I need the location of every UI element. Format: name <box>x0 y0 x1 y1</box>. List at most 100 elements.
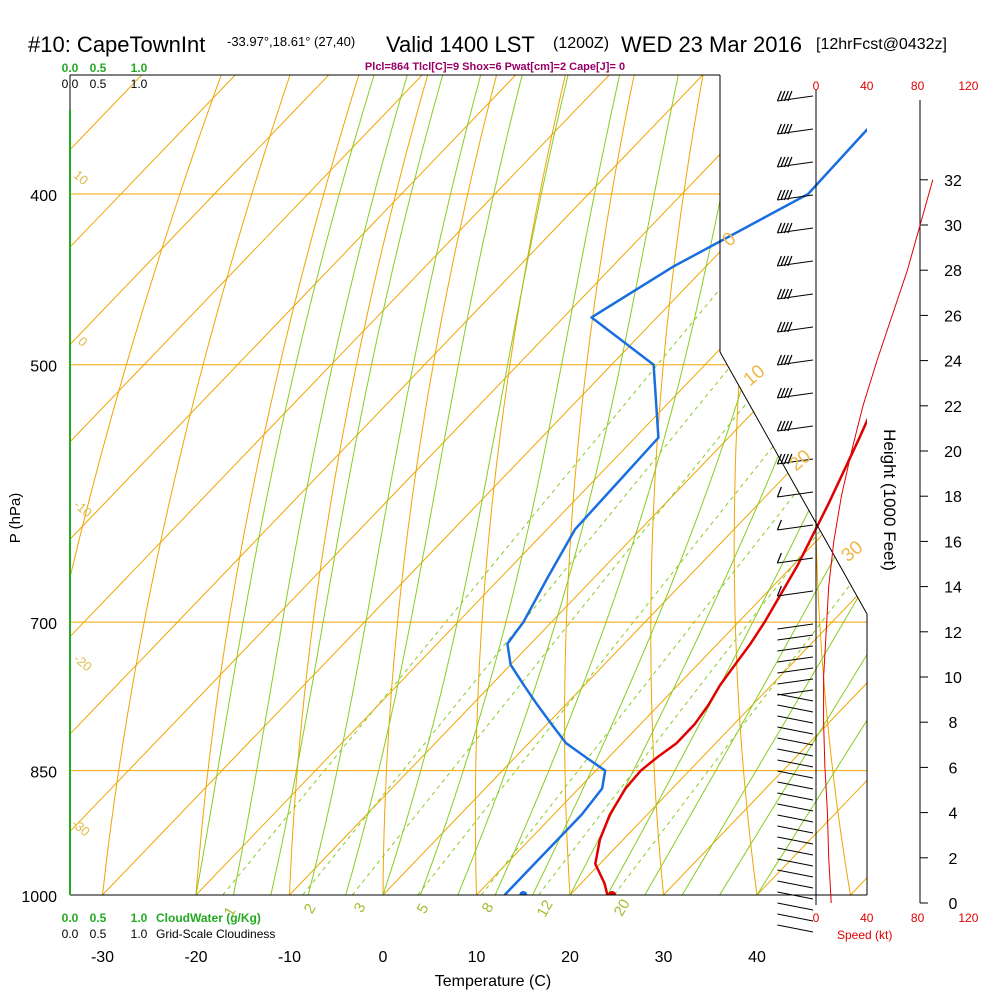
dry-adiabat-line <box>98 75 390 895</box>
moist-adiabat-line <box>756 75 867 895</box>
wind-barbs <box>776 90 814 933</box>
dry-adiabat-line <box>287 75 515 895</box>
wind-barb-feather <box>780 453 786 465</box>
surface-temperature-point <box>608 891 617 895</box>
wind-barb-feather <box>776 222 782 234</box>
thermo-grid <box>70 0 952 932</box>
height-tick-label: 16 <box>944 534 962 551</box>
wind-barb-feather <box>776 387 782 399</box>
wind-barb <box>777 715 814 724</box>
wind-barb <box>777 748 814 757</box>
cloudwater-tick-top: 1.0 <box>131 61 148 75</box>
temperature-tick-label: 20 <box>561 949 579 966</box>
mixing-ratio-label: 20 <box>611 896 634 919</box>
speed-tick-bottom: 40 <box>860 911 874 925</box>
moist-adiabat-line <box>307 75 548 895</box>
wind-barb-feather <box>787 387 793 399</box>
dry-adiabat-line <box>733 75 826 895</box>
wind-barb <box>777 737 814 746</box>
wind-barb-feather <box>780 156 786 168</box>
isotherm-line <box>84 75 867 895</box>
cloudwater-tick-bottom: 1.0 <box>131 911 148 925</box>
wind-barb-feather <box>787 123 793 135</box>
height-tick-label: 26 <box>944 308 962 325</box>
wind-barb-feather <box>783 90 789 102</box>
wind-barb <box>777 880 814 889</box>
wind-barb-feather <box>787 420 793 432</box>
dry-adiabat-line <box>893 0 952 932</box>
wind-barb <box>777 847 814 856</box>
mixing-ratio-label: 5 <box>414 901 433 917</box>
cloudiness-tick-bottom: 1.0 <box>131 927 148 941</box>
wind-barb-feather <box>776 90 782 102</box>
wind-barb <box>777 359 814 366</box>
cloudiness-tick-top: 0.0 <box>62 77 79 91</box>
speed-tick-top: 40 <box>860 79 874 93</box>
isotherm-line <box>364 75 867 895</box>
wind-barb <box>777 161 814 168</box>
moist-adiabat-line <box>569 75 867 895</box>
mixing-ratio-line <box>302 193 867 895</box>
wind-barb <box>777 491 814 498</box>
height-tick-label: 32 <box>944 173 962 190</box>
cloudwater-label: CloudWater (g/Kg) <box>156 911 261 925</box>
wind-barb <box>777 194 814 201</box>
cloudiness-tick-top: 1.0 <box>131 77 148 91</box>
wind-barb <box>777 95 814 102</box>
isotherm-line <box>832 75 867 895</box>
wind-barb <box>777 792 814 801</box>
wind-barb-feather <box>780 255 786 267</box>
wind-barb-feather <box>776 288 782 300</box>
dry-adiabat-line <box>192 75 452 895</box>
dry-adiabat-line <box>814 75 867 895</box>
cloudiness-tick-bottom: 0.0 <box>62 927 79 941</box>
pressure-tick-label: 1000 <box>21 889 57 906</box>
speed-tick-top: 80 <box>911 79 925 93</box>
mixing-ratio-label: 8 <box>479 900 498 916</box>
dry-adiabat-label: -20 <box>71 651 95 675</box>
mixing-ratio-label: 3 <box>351 900 370 916</box>
wind-barb <box>777 458 814 465</box>
wind-barb-feather <box>776 453 782 465</box>
wind-barb-feather <box>783 156 789 168</box>
title-coords: -33.97°,18.61° (27,40) <box>227 34 355 49</box>
wind-barb <box>777 326 814 333</box>
wind-barb-feather <box>776 354 782 366</box>
cloudwater-tick-bottom: 0.0 <box>62 911 79 925</box>
title-station: #10: CapeTownInt <box>28 32 205 57</box>
speed-tick-top: 120 <box>958 79 978 93</box>
wind-barb-feather <box>783 189 789 201</box>
wind-barb <box>777 726 814 735</box>
wind-barb <box>777 781 814 790</box>
mixing-ratio-line <box>538 193 867 895</box>
mixing-ratio-line <box>222 193 799 895</box>
moist-adiabat-line <box>719 75 867 895</box>
wind-barb-feather <box>787 321 793 333</box>
cloudiness-tick-top: 0.5 <box>90 77 107 91</box>
isotherm-line <box>70 75 747 895</box>
height-tick-label: 18 <box>944 489 962 506</box>
wind-barb <box>777 693 814 702</box>
moist-adiabat-line <box>270 75 494 895</box>
speed-tick-bottom: 80 <box>911 911 925 925</box>
wind-barb-feather <box>776 156 782 168</box>
wind-barb-feather <box>787 288 793 300</box>
pressure-tick-label: 400 <box>30 188 57 205</box>
wind-barb-feather <box>787 453 793 465</box>
wind-barb <box>777 913 814 922</box>
wind-barb-feather <box>783 255 789 267</box>
wind-barb <box>777 814 814 823</box>
wind-barb-feather <box>776 321 782 333</box>
wind-barb <box>777 667 814 674</box>
isotherm-line <box>70 75 841 895</box>
moist-adiabat-line <box>345 75 591 895</box>
speed-tick-bottom: 120 <box>958 911 978 925</box>
height-axis-title: Height (1000 Feet) <box>880 429 899 571</box>
title-date: WED 23 Mar 2016 <box>621 32 802 57</box>
dry-adiabat-line <box>382 75 577 895</box>
wind-barb-feather <box>787 354 793 366</box>
wind-barb-feather <box>787 156 793 168</box>
wind-barb-feather <box>783 420 789 432</box>
wind-barb <box>777 293 814 300</box>
